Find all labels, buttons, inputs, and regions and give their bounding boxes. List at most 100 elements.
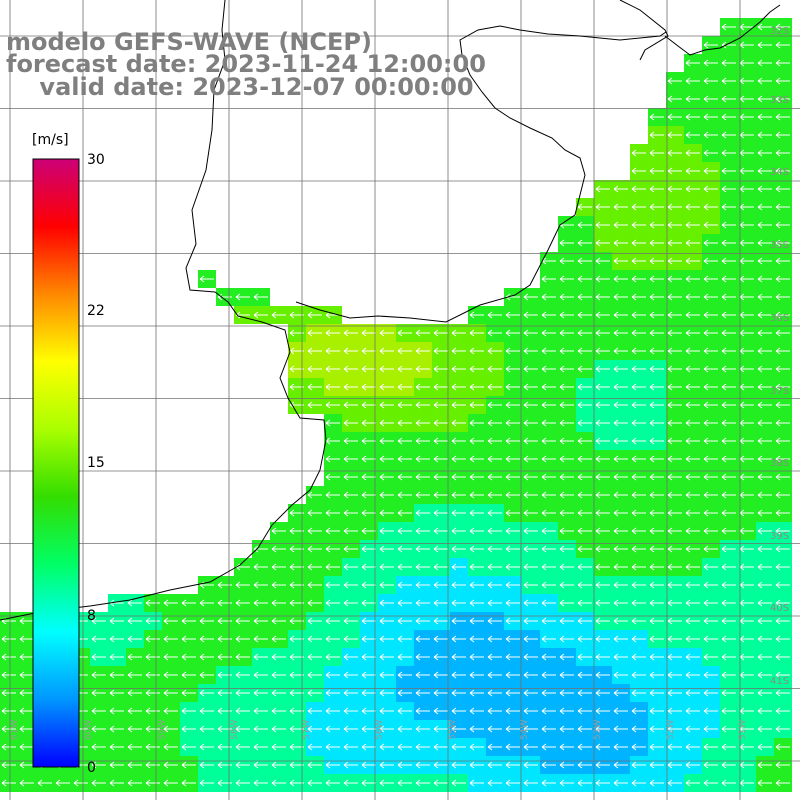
wind-arrow [577,581,592,589]
wind-arrow [685,185,700,193]
wind-arrow [145,635,160,643]
wind-arrow [523,329,538,337]
wind-arrow [181,653,196,661]
wind-arrow [721,725,736,733]
wind-arrow [469,365,484,373]
wind-arrow [217,599,232,607]
wind-arrow [559,419,574,427]
wind-arrow [505,347,520,355]
wind-arrow [775,23,790,31]
wind-arrow [577,365,592,373]
wind-arrow [685,131,700,139]
wind-arrow [685,743,700,751]
wind-arrow [775,689,790,697]
wind-arrow [271,527,286,535]
wind-arrow [739,221,754,229]
wind-arrow [397,599,412,607]
wind-arrow [505,563,520,571]
wind-arrow [235,707,250,715]
wind-arrow [631,563,646,571]
wind-arrow [325,365,340,373]
wind-arrow [19,689,34,697]
wind-arrow [577,689,592,697]
wind-arrow [739,41,754,49]
wind-arrow [325,419,340,427]
wind-arrow [487,635,502,643]
wind-arrow [253,671,268,679]
wind-arrow [667,275,682,283]
wind-arrow [757,527,772,535]
wind-arrow [649,653,664,661]
wind-arrow [559,455,574,463]
wind-arrow [721,761,736,769]
wind-arrow [379,383,394,391]
wind-arrow [379,617,394,625]
wind-arrow [451,653,466,661]
wind-arrow [397,689,412,697]
wind-arrow [721,311,736,319]
wind-arrow [217,707,232,715]
wind-arrow [577,347,592,355]
wind-arrow [451,491,466,499]
wind-arrow [127,725,142,733]
wind-arrow [271,635,286,643]
wind-arrow [775,635,790,643]
wind-arrow [721,527,736,535]
wind-arrow [415,329,430,337]
wind-arrow [685,347,700,355]
wind-arrow [577,275,592,283]
wind-arrow [757,239,772,247]
wind-arrow [361,329,376,337]
wind-arrow [721,743,736,751]
wind-arrow [613,707,628,715]
wind-arrow [145,779,160,787]
wind-arrow [487,761,502,769]
wind-arrow [685,707,700,715]
wind-arrow [721,437,736,445]
wind-arrow [703,491,718,499]
wind-arrow [649,563,664,571]
wind-arrow [649,113,664,121]
wind-arrow [541,725,556,733]
wind-arrow [775,59,790,67]
wind-arrow [109,743,124,751]
wind-arrow [739,779,754,787]
wind-arrow [379,455,394,463]
wind-arrow [667,761,682,769]
wind-arrow [577,383,592,391]
wind-arrow [577,455,592,463]
wind-arrow [271,599,286,607]
wind-arrow [703,707,718,715]
lat-label: 41S [770,676,790,687]
wind-arrow [523,707,538,715]
wind-arrow [415,761,430,769]
wind-arrow [757,563,772,571]
wind-arrow [307,329,322,337]
wind-arrow [253,689,268,697]
wind-arrow [631,149,646,157]
wind-arrow [271,779,286,787]
wind-arrow [271,725,286,733]
wind-arrow [631,707,646,715]
wind-arrow [145,689,160,697]
wind-arrow [397,743,412,751]
wind-arrow [271,311,286,319]
wind-arrow [667,185,682,193]
wind-arrow [361,671,376,679]
wind-arrow [253,743,268,751]
wind-arrow [433,473,448,481]
wind-arrow [757,221,772,229]
wind-arrow [523,293,538,301]
wind-arrow [559,239,574,247]
wind-arrow [325,329,340,337]
wind-arrow [595,563,610,571]
wind-arrow [325,635,340,643]
wind-arrow [253,599,268,607]
wind-arrow [397,671,412,679]
wind-arrow [343,545,358,553]
wind-arrow [757,131,772,139]
wind-arrow [343,455,358,463]
wind-arrow [343,761,358,769]
wind-arrow [127,707,142,715]
wind-arrow [505,365,520,373]
